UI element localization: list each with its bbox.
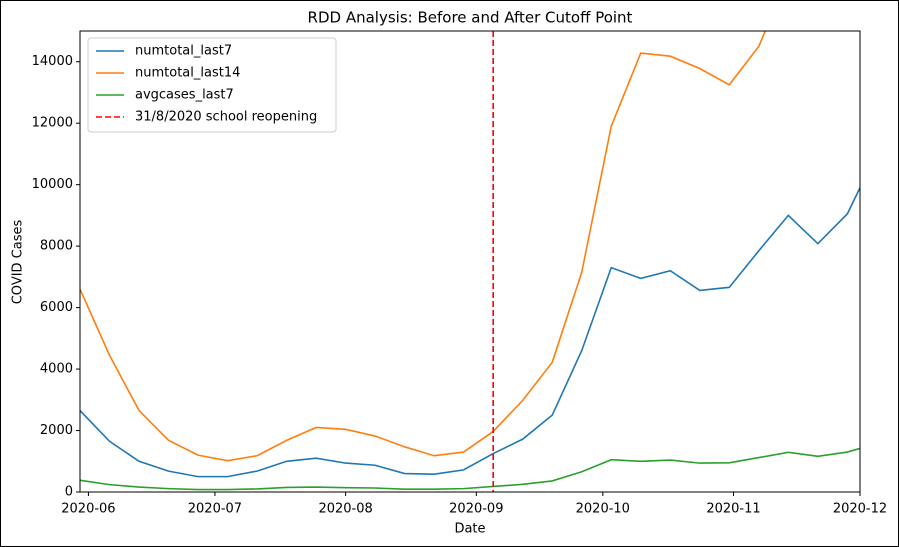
line-series — [80, 187, 860, 478]
x-tick-label: 2020-06 — [61, 502, 115, 517]
x-tick-label: 2020-07 — [188, 502, 242, 517]
plot-area — [80, 31, 860, 492]
x-tick-label: 2020-10 — [576, 502, 630, 517]
line-series — [80, 447, 860, 491]
y-axis-label: COVID Cases — [11, 220, 26, 305]
x-tick-label: 2020-09 — [449, 502, 503, 517]
chart-title: RDD Analysis: Before and After Cutoff Po… — [308, 9, 633, 27]
axes-frame — [79, 30, 861, 493]
legend-label: numtotal_last7 — [135, 44, 232, 59]
y-tick-label: 8000 — [40, 239, 73, 254]
line-series — [80, 31, 767, 462]
y-tick-label: 12000 — [32, 116, 73, 131]
legend-label: 31/8/2020 school reopening — [135, 110, 317, 125]
legend-box — [87, 37, 337, 133]
y-tick-label: 14000 — [32, 54, 73, 69]
x-tick-label: 2020-11 — [706, 502, 760, 517]
x-tick-label: 2020-12 — [833, 502, 887, 517]
legend-label: numtotal_last14 — [135, 66, 240, 81]
legend-label: avgcases_last7 — [135, 88, 234, 103]
y-tick-label: 4000 — [40, 362, 73, 377]
x-tick-label: 2020-08 — [318, 502, 372, 517]
y-tick-label: 6000 — [40, 300, 73, 315]
x-axis-label: Date — [454, 522, 485, 537]
y-tick-label: 2000 — [40, 423, 73, 438]
y-tick-label: 10000 — [32, 177, 73, 192]
y-tick-label: 0 — [65, 485, 73, 500]
